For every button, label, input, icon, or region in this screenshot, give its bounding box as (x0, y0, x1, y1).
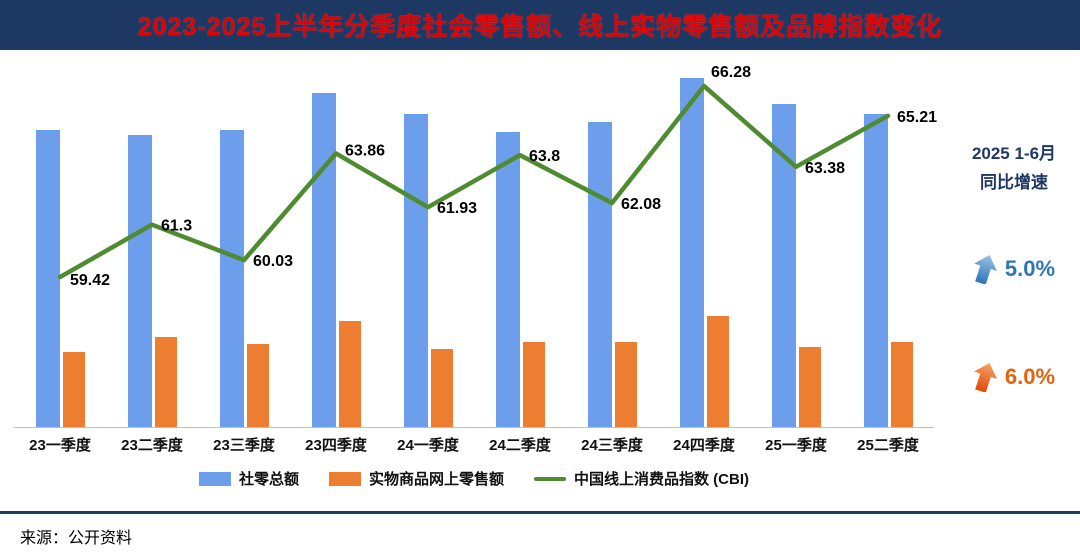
legend-label: 中国线上消费品指数 (CBI) (574, 471, 750, 488)
content-area: 59.42 61.3 60.03 63.86 61.93 63.8 62.08 66.28 63… (0, 50, 1080, 489)
category-label: 25一季度 (765, 437, 827, 454)
retail-total-bar (403, 114, 428, 427)
yoy-growth-label: 同比增速 (980, 172, 1048, 192)
retail-growth-row: 5.0% (948, 254, 1080, 284)
growth-panel: 2025 1-6月 同比增速 5.0% (948, 50, 1080, 489)
legend-item: 中国线上消费品指数 (CBI) (534, 468, 749, 489)
bar-group (198, 66, 290, 427)
legend-swatch-marker (198, 471, 231, 486)
retail-total-bar (311, 93, 336, 427)
retail-total-bar (219, 129, 244, 427)
retail-total-bar (35, 129, 60, 427)
bar-group (842, 66, 934, 427)
online-retail-bar (246, 344, 269, 427)
up-arrow-blue-icon (974, 254, 997, 284)
category-label: 23二季度 (121, 437, 183, 454)
bar-group (474, 66, 566, 427)
retail-growth-value: 5.0% (1004, 255, 1056, 281)
online-retail-bar (338, 321, 361, 427)
category-label: 23一季度 (29, 437, 91, 454)
online-retail-bar (706, 315, 729, 427)
category-label: 24四季度 (673, 437, 735, 454)
category-label: 25二季度 (857, 437, 919, 454)
online-retail-bar (154, 336, 177, 427)
period-label: 2025 1-6月 (971, 144, 1057, 163)
footer-divider (0, 511, 1080, 514)
bar-group (566, 66, 658, 427)
legend: 社零总额 实物商品网上零售额 中国线上消费品指数 (CBI) (14, 468, 934, 489)
x-axis-labels: 23一季度 23二季度 23三季度 23四季度 24一季度 24二季度 24三季度 24四季度… (14, 428, 934, 456)
online-retail-bar (614, 341, 637, 427)
category-label: 23四季度 (305, 437, 367, 454)
category-label: 23三季度 (213, 437, 275, 454)
online-retail-bar (798, 346, 821, 427)
legend-item: 社零总额 (198, 468, 299, 489)
source-note: 来源：公开资料 (20, 530, 133, 547)
bar-group (106, 66, 198, 427)
category-label: 24三季度 (581, 437, 643, 454)
bar-group (750, 66, 842, 427)
retail-total-bar (863, 114, 888, 427)
legend-swatch-marker (329, 471, 361, 486)
online-growth-value: 6.0% (1004, 363, 1056, 389)
retail-total-bar (495, 132, 520, 427)
bar-group (382, 66, 474, 427)
retail-total-bar (587, 121, 612, 427)
legend-label: 社零总额 (238, 471, 299, 488)
category-label: 24一季度 (397, 437, 459, 454)
bar-group (290, 66, 382, 427)
chart-title: 2023-2025上半年分季度社会零售额、线上实物零售额及品牌指数变化 (137, 13, 943, 41)
bar-group (658, 66, 750, 427)
online-retail-bar (430, 349, 453, 427)
up-arrow-orange-icon (974, 362, 997, 392)
retail-total-bar (127, 134, 152, 427)
legend-line-marker (534, 476, 567, 481)
title-banner: 2023-2025上半年分季度社会零售额、线上实物零售额及品牌指数变化 (0, 0, 1080, 50)
retail-total-bar (679, 77, 704, 427)
online-retail-bar (62, 352, 85, 427)
legend-item: 实物商品网上零售额 (329, 468, 504, 489)
online-retail-bar (890, 341, 913, 427)
bar-group (14, 66, 106, 427)
retail-total-bar (771, 103, 796, 427)
plot-area: 59.42 61.3 60.03 63.86 61.93 63.8 62.08 66.28 63… (14, 64, 937, 428)
category-label: 24二季度 (489, 437, 551, 454)
chart-region: 59.42 61.3 60.03 63.86 61.93 63.8 62.08 66.28 63… (0, 50, 948, 489)
legend-label: 实物商品网上零售额 (369, 471, 505, 488)
online-growth-row: 6.0% (948, 362, 1080, 392)
online-retail-bar (522, 341, 545, 427)
